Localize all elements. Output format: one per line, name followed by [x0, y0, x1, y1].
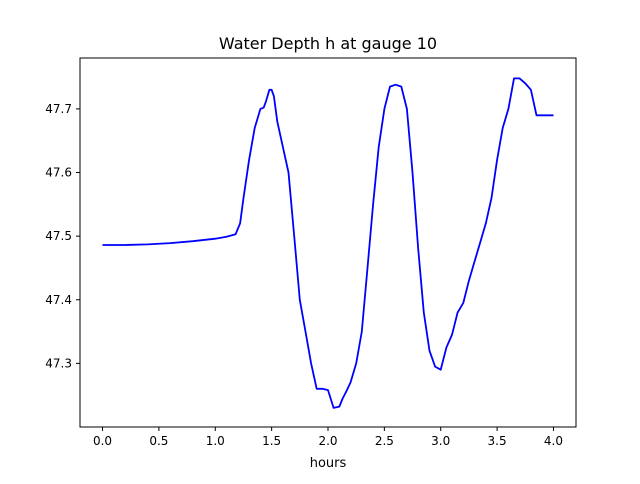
x-tick-label: 4.0: [544, 434, 563, 448]
x-tick-label: 2.5: [375, 434, 394, 448]
x-tick-label: 1.0: [206, 434, 225, 448]
y-tick-label: 47.6: [45, 166, 72, 180]
y-tick-label: 47.4: [45, 293, 72, 307]
series-group: [102, 77, 554, 409]
x-axis-ticks: 0.0 0.5 1.0 1.5 2.0 2.5 3.0 3.5 4.0: [93, 427, 563, 448]
series-line-0: [102, 77, 554, 409]
x-tick-label: 0.5: [149, 434, 168, 448]
y-tick-label: 47.5: [45, 229, 72, 243]
chart-title: Water Depth h at gauge 10: [219, 34, 437, 53]
y-axis-ticks: 47.3 47.4 47.5 47.6 47.7: [45, 102, 80, 370]
x-tick-label: 3.5: [488, 434, 507, 448]
x-tick-label: 1.5: [262, 434, 281, 448]
axes-frame: [79, 57, 577, 428]
x-tick-label: 2.0: [318, 434, 337, 448]
y-tick-label: 47.3: [45, 356, 72, 370]
x-tick-label: 3.0: [431, 434, 450, 448]
x-tick-label: 0.0: [93, 434, 112, 448]
y-tick-label: 47.7: [45, 102, 72, 116]
x-axis-label: hours: [310, 456, 347, 471]
plot-area: [80, 58, 576, 427]
